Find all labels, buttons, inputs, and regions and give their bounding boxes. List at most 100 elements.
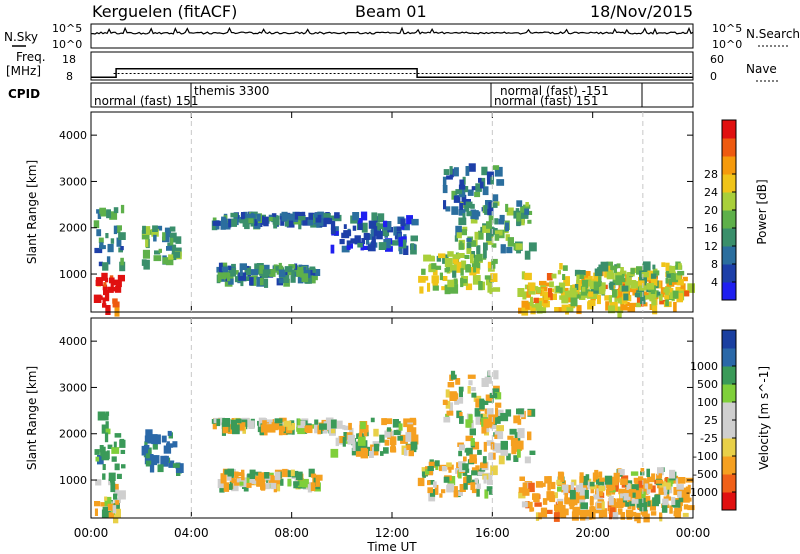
heatmap-cell — [323, 213, 331, 218]
heatmap-cell — [524, 272, 532, 281]
heatmap-cell — [647, 476, 655, 483]
heatmap-cell — [312, 268, 316, 273]
heatmap-cell — [535, 481, 544, 488]
heatmap-cell — [370, 417, 375, 423]
heatmap-cell — [101, 509, 108, 519]
heatmap-cell — [427, 480, 431, 486]
heatmap-feature — [442, 370, 502, 429]
heatmap-cell — [617, 508, 623, 515]
heatmap-cell — [313, 476, 318, 487]
heatmap-cell — [110, 238, 115, 244]
x-tick-label: 20:00 — [575, 526, 610, 540]
heatmap-cell — [673, 510, 680, 517]
x-tick-label: 00:00 — [676, 526, 711, 540]
heatmap-cell — [465, 283, 473, 291]
heatmap-cell — [481, 166, 488, 176]
heatmap-cell — [256, 478, 264, 487]
heatmap-cell — [360, 211, 368, 221]
heatmap-cell — [227, 265, 232, 270]
heatmap-cell — [621, 278, 628, 289]
heatmap-cell — [641, 272, 649, 278]
heatmap-cell — [408, 419, 417, 426]
heatmap-cell — [250, 269, 259, 276]
heatmap-cell — [419, 286, 424, 294]
heatmap-cell — [549, 495, 556, 503]
heatmap-cell — [626, 514, 633, 520]
heatmap-cell — [642, 302, 648, 307]
heatmap-cell — [621, 273, 625, 283]
heatmap-cell — [662, 498, 669, 506]
heatmap-cell — [444, 257, 453, 268]
heatmap-cell — [234, 471, 239, 479]
heatmap-cell — [659, 299, 667, 305]
heatmap-cell — [459, 484, 466, 492]
heatmap-cell — [623, 293, 629, 301]
heatmap-cell — [464, 254, 470, 259]
heatmap-cell — [444, 284, 451, 295]
heatmap-cell — [227, 472, 232, 481]
heatmap-cell — [506, 207, 514, 216]
heatmap-cell — [565, 484, 573, 492]
heatmap-cell — [515, 243, 523, 250]
heatmap-cell — [145, 238, 149, 248]
heatmap-cell — [105, 428, 111, 435]
heatmap-cell — [169, 226, 176, 232]
heatmap-cell — [547, 476, 552, 482]
heatmap-cell — [635, 302, 641, 308]
heatmap-cell — [314, 424, 321, 434]
heatmap-cell — [486, 408, 494, 419]
heatmap-cell — [118, 232, 126, 240]
heatmap-cell — [410, 235, 418, 242]
heatmap-cell — [373, 226, 378, 236]
heatmap-cell — [584, 489, 589, 499]
heatmap-cell — [579, 270, 586, 276]
heatmap-cell — [623, 493, 629, 501]
heatmap-cell — [343, 230, 352, 236]
heatmap-cell — [102, 506, 108, 513]
heatmap-cell — [465, 468, 470, 473]
heatmap-cell — [294, 263, 298, 270]
heatmap-cell — [484, 376, 492, 384]
heatmap-cell — [341, 245, 350, 253]
heatmap-cell — [230, 425, 234, 430]
heatmap-cell — [486, 440, 494, 446]
heatmap-feature — [217, 468, 323, 493]
heatmap-cell — [471, 392, 477, 398]
heatmap-cell — [485, 394, 493, 402]
heatmap-cell — [93, 294, 102, 303]
heatmap-cell — [450, 264, 457, 273]
heatmap-cell — [451, 206, 459, 215]
heatmap-cell — [494, 166, 503, 177]
heatmap-cell — [403, 418, 412, 428]
heatmap-cell — [535, 512, 540, 521]
heatmap-cell — [449, 391, 457, 401]
heatmap-cell — [488, 452, 494, 461]
heatmap-cell — [511, 447, 518, 452]
heatmap-cell — [409, 447, 417, 453]
heatmap-cell — [434, 484, 439, 495]
heatmap-cell — [548, 288, 552, 298]
heatmap-cell — [483, 441, 487, 452]
heatmap-cell — [496, 415, 501, 424]
heatmap-cell — [460, 279, 468, 284]
heatmap-cell — [620, 478, 628, 485]
heatmap-feature — [329, 417, 419, 459]
heatmap-cell — [330, 419, 337, 429]
heatmap-cell — [377, 223, 384, 229]
heatmap-cell — [666, 482, 671, 490]
heatmap-cell — [218, 417, 225, 426]
heatmap-cell — [606, 489, 611, 495]
heatmap-cell — [489, 392, 498, 399]
heatmap-cell — [106, 256, 111, 265]
heatmap-cell — [465, 264, 472, 273]
heatmap-cell — [293, 481, 300, 486]
heatmap-cell — [398, 237, 403, 247]
heatmap-cell — [449, 166, 453, 175]
heatmap-cell — [609, 476, 617, 484]
heatmap-cell — [346, 245, 351, 250]
heatmap-cell — [642, 261, 651, 271]
noise-trace — [90, 26, 694, 35]
heatmap-cell — [648, 289, 657, 299]
heatmap-cell — [268, 475, 275, 483]
heatmap-cell — [465, 435, 473, 442]
